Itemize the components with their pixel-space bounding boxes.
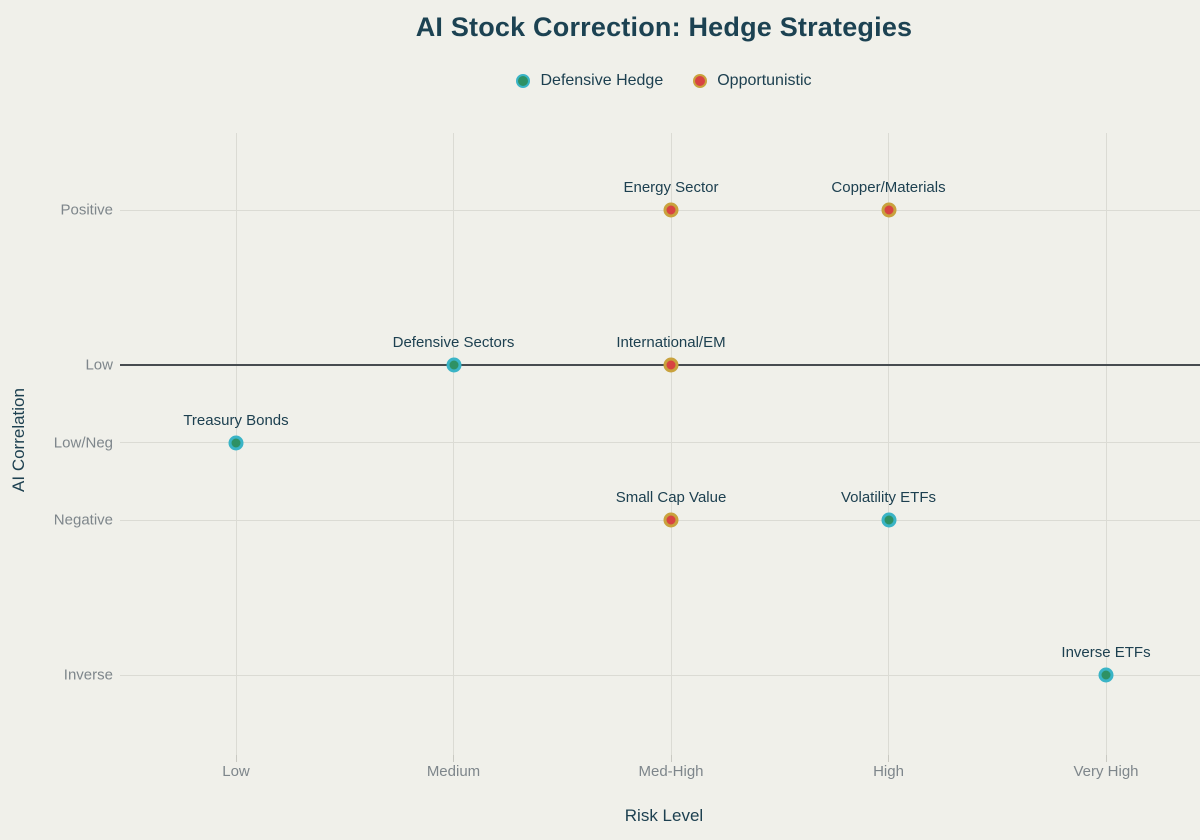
legend-label-opportunistic: Opportunistic [717,72,812,89]
x-tick-label-med-high: Med-High [638,763,704,780]
x-tick-high [888,755,889,762]
y-tick-label-positive: Positive [60,201,113,219]
x-tick-medium [453,755,454,762]
legend-label-defensive-hedge: Defensive Hedge [540,72,664,89]
zero-line [120,364,1200,366]
y-gridline-negative [120,519,1200,521]
x-tick-very-high [1105,755,1107,762]
data-point-energy-sector[interactable] [663,202,679,218]
point-label-inverse-etfs: Inverse ETFs [1061,644,1151,661]
x-tick-label-high: High [873,763,904,780]
point-label-small-cap-value: Small Cap Value [615,489,727,506]
legend-dot-opportunistic [693,74,708,88]
data-point-treasury-bonds[interactable] [228,435,244,450]
x-tick-low [235,755,237,762]
y-tick-label-low: Low [85,356,113,374]
x-axis-title: Risk Level [624,806,704,825]
x-gridline-medium [453,133,454,755]
x-tick-med-high [670,755,672,762]
y-tick-label-low-neg: Low/Neg [53,434,113,451]
y-tick-label-inverse: Inverse [63,666,113,684]
y-gridline-positive [120,209,1200,211]
data-point-inverse-etfs[interactable] [1098,667,1114,683]
chart-legend: Defensive Hedge Opportunistic [128,72,1200,90]
y-axis-title: AI Correlation [9,388,28,492]
x-tick-label-medium: Medium [426,763,481,780]
data-point-small-cap-value[interactable] [663,512,679,528]
point-label-international-em: International/EM [616,334,726,351]
legend-item-defensive-hedge[interactable]: Defensive Hedge [516,72,663,90]
x-gridline-very-high [1105,133,1107,755]
y-gridline-inverse [120,674,1200,676]
point-label-energy-sector: Energy Sector [623,179,719,196]
x-tick-label-low: Low [222,763,250,780]
point-label-volatility-etfs: Volatility ETFs [840,489,937,506]
data-point-defensive-sectors[interactable] [446,357,461,373]
point-label-treasury-bonds: Treasury Bonds [183,411,289,429]
x-gridline-med-high [670,133,672,755]
data-point-volatility-etfs[interactable] [881,512,896,528]
y-gridline-low-neg [120,442,1200,443]
x-gridline-high [888,133,889,755]
x-tick-label-very-high: Very High [1073,763,1139,780]
chart-title: AI Stock Correction: Hedge Strategies [415,12,913,42]
point-label-defensive-sectors: Defensive Sectors [392,334,515,351]
point-label-copper-materials: Copper/Materials [831,179,946,196]
y-tick-label-negative: Negative [53,511,113,529]
legend-item-opportunistic[interactable]: Opportunistic [693,72,812,90]
data-point-copper-materials[interactable] [881,202,896,218]
data-point-international-em[interactable] [663,357,679,373]
legend-dot-defensive-hedge [516,74,531,88]
